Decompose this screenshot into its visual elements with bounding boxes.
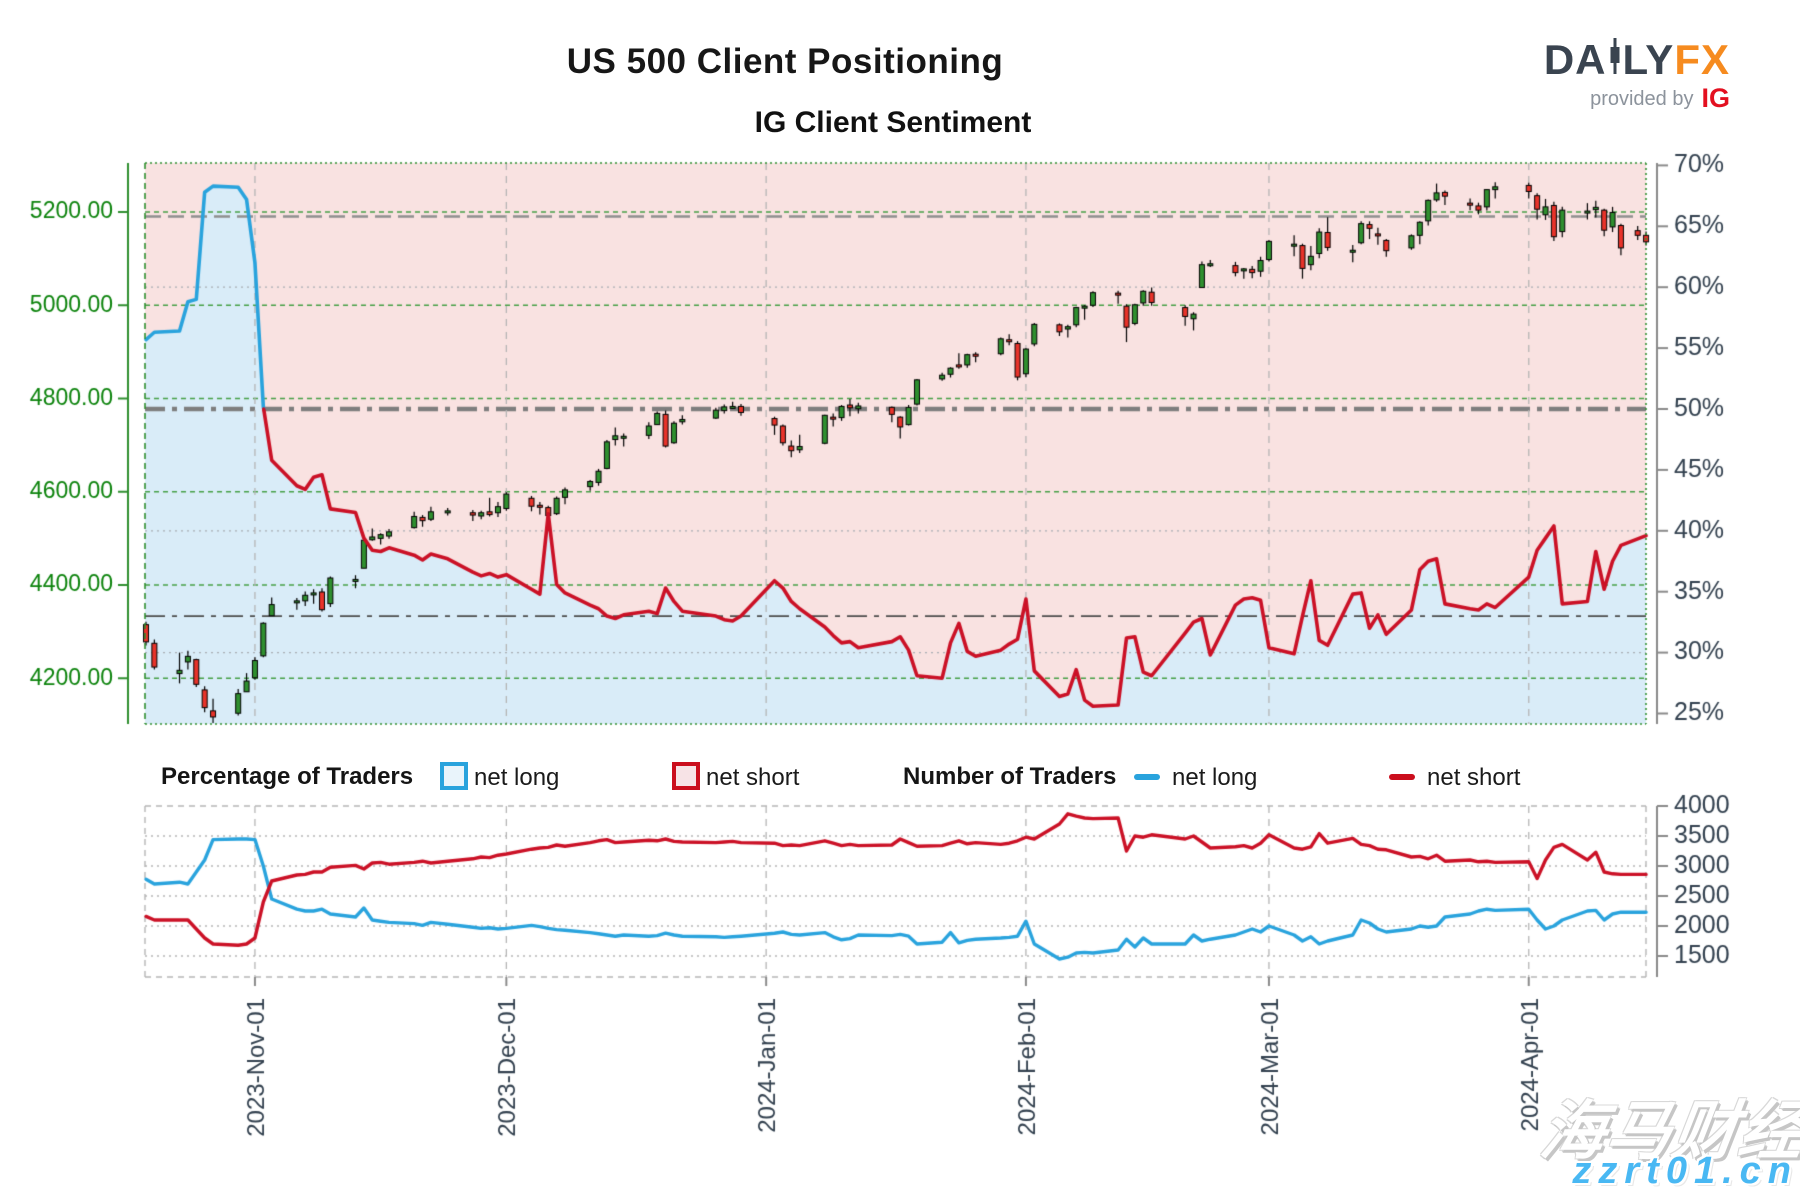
logo-text-da: DA [1543, 35, 1607, 83]
legend-net-short-count: net short [1427, 764, 1521, 791]
dailyfx-logo-wordmark: DA LY FX [1544, 38, 1730, 81]
legend-group-number: Number of Traders [903, 763, 1117, 790]
dailyfx-logo: DA LY FX provided by IG [1544, 38, 1730, 112]
chart-subtitle: IG Client Sentiment [754, 106, 1032, 139]
ig-logo: IG [1701, 83, 1730, 113]
logo-text-fx: FX [1674, 35, 1730, 83]
watermark-url: zzrt01.cn [1572, 1150, 1798, 1192]
candlestick-icon [1609, 38, 1621, 81]
net-long-line-swatch [1134, 774, 1160, 780]
legend-net-long-pct: net long [474, 764, 560, 791]
net-short-square-swatch [672, 762, 700, 790]
legend-net-short-pct: net short [706, 764, 800, 791]
legend-group-percentage: Percentage of Traders [161, 763, 414, 790]
net-short-line-swatch [1389, 774, 1415, 780]
net-long-square-swatch [440, 762, 468, 790]
provided-by-text: provided by [1590, 87, 1694, 110]
logo-text-ly: LY [1622, 35, 1675, 83]
page-title: US 500 Client Positioning [566, 42, 1004, 81]
legend-net-long-count: net long [1172, 764, 1258, 791]
